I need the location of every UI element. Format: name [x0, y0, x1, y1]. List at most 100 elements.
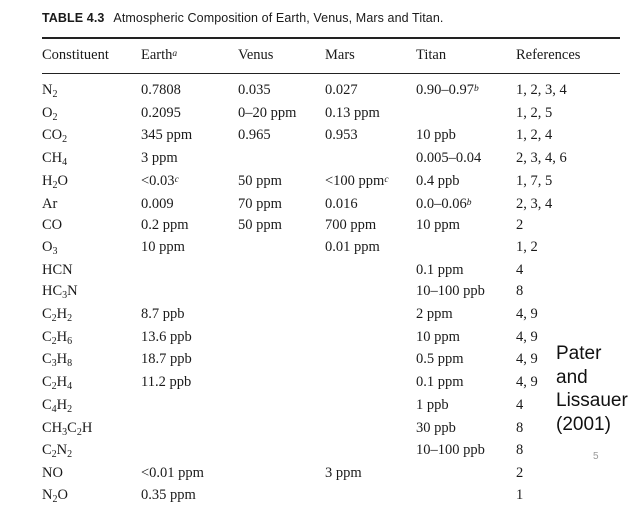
source-credit: Pater and Lissauer (2001) [554, 342, 628, 436]
cell-titan: 0.005–0.04 [416, 150, 482, 167]
table-row: CH4 3 ppm 0.005–0.04 2, 3, 4, 6 [42, 148, 620, 171]
cell-mars: 0.016 [325, 195, 358, 212]
cell-mars: 700 ppm [325, 217, 377, 234]
table-row: C2N2 10–100 ppb 8 [42, 440, 620, 463]
cell-venus: 0.965 [238, 127, 271, 144]
table-row: O3 10 ppm 0.01 ppm 1, 2 [42, 237, 620, 260]
table-row: H2O <0.03c 50 ppm <100 ppmc 0.4 ppb 1, 7, 5 [42, 171, 620, 194]
cell-earth [141, 418, 238, 441]
cell-mars [325, 418, 416, 441]
cell-titan: 30 ppb [416, 419, 456, 436]
cell-titan [416, 463, 516, 485]
table-title: Atmospheric Composition of Earth, Venus,… [113, 11, 444, 25]
cell-titan: 10–100 ppb [416, 442, 485, 459]
cell-references: 4 [516, 396, 524, 413]
cell-mars: 0.01 ppm [325, 238, 380, 255]
table-caption: TABLE 4.3 Atmospheric Composition of Ear… [42, 11, 443, 25]
cell-venus: 50 ppm [238, 217, 282, 234]
cell-references: 4 [516, 261, 524, 278]
table-row: HCN 0.1 ppm 4 [42, 260, 620, 282]
cell-venus [238, 395, 325, 418]
cell-venus [238, 260, 325, 282]
table-body: N2 0.7808 0.035 0.027 0.90–0.97b 1, 2, 3, 4 O2… [42, 80, 620, 507]
cell-titan: 0.5 ppm [416, 351, 464, 368]
cell-constituent: C2H2 [42, 306, 73, 325]
table-row: N2O 0.35 ppm 1 [42, 485, 620, 507]
cell-earth: 10 ppm [141, 238, 185, 255]
cell-earth: 0.009 [141, 195, 174, 212]
cell-titan: 0.0–0.06b [416, 195, 472, 212]
table-row: O2 0.2095 0–20 ppm 0.13 ppm 1, 2, 5 [42, 103, 620, 126]
cell-mars [325, 327, 416, 350]
cell-constituent: H2O [42, 172, 68, 191]
table-row: C3H8 18.7 ppb 0.5 ppm 4, 9 [42, 349, 620, 372]
cell-constituent: C2H6 [42, 328, 73, 347]
cell-earth: <0.03c [141, 172, 179, 189]
table-top-rule [42, 37, 620, 39]
table-row: N2 0.7808 0.035 0.027 0.90–0.97b 1, 2, 3, 4 [42, 80, 620, 103]
composition-table: Constituent Eartha Venus Mars Titan Refe… [42, 45, 620, 507]
cell-mars [325, 281, 416, 304]
cell-references: 2 [516, 464, 524, 481]
cell-venus [238, 463, 325, 485]
cell-references: 8 [516, 442, 524, 459]
table-row: CO2 345 ppm 0.965 0.953 10 ppb 1, 2, 4 [42, 125, 620, 148]
cell-references: 1, 2, 5 [516, 104, 553, 121]
cell-earth: 345 ppm [141, 127, 193, 144]
col-header-constituent: Constituent [42, 47, 109, 63]
cell-mars: <100 ppmc [325, 172, 389, 189]
cell-mars [325, 349, 416, 372]
col-header-earth: Eartha [141, 47, 178, 63]
cell-titan: 0.1 ppm [416, 261, 464, 278]
cell-venus [238, 327, 325, 350]
cell-constituent: C3H8 [42, 351, 73, 370]
col-header-titan: Titan [416, 47, 447, 63]
cell-venus [238, 148, 325, 171]
cell-references: 4, 9 [516, 374, 538, 391]
cell-earth [141, 281, 238, 304]
cell-venus: 70 ppm [238, 195, 282, 212]
cell-mars [325, 372, 416, 395]
cell-venus [238, 418, 325, 441]
cell-constituent: N2 [42, 82, 58, 100]
col-header-references: References [516, 47, 581, 63]
cell-titan [416, 485, 516, 507]
cell-venus [238, 237, 325, 260]
cell-earth [141, 260, 238, 282]
cell-earth: 8.7 ppb [141, 306, 185, 323]
cell-titan: 0.4 ppb [416, 172, 460, 189]
cell-titan: 10–100 ppb [416, 283, 485, 300]
cell-references: 4, 9 [516, 306, 538, 323]
cell-constituent: O3 [42, 238, 58, 257]
cell-earth: 0.2 ppm [141, 217, 189, 234]
cell-earth: 11.2 ppb [141, 374, 192, 391]
cell-venus [238, 349, 325, 372]
cell-venus [238, 304, 325, 327]
cell-mars: 0.13 ppm [325, 104, 380, 121]
cell-references: 4, 9 [516, 328, 538, 345]
credit-line: (2001) [556, 413, 611, 435]
col-header-venus: Venus [238, 47, 274, 63]
cell-constituent: N2O [42, 486, 68, 505]
cell-references: 1, 2, 3, 4 [516, 82, 567, 98]
cell-venus: 0.035 [238, 82, 271, 98]
cell-titan [416, 103, 516, 126]
cell-references: 1, 2 [516, 238, 538, 255]
cell-constituent: NO [42, 464, 63, 481]
cell-venus [238, 372, 325, 395]
cell-venus: 0–20 ppm [238, 104, 297, 121]
cell-constituent: CH4 [42, 150, 68, 169]
cell-references: 4, 9 [516, 351, 538, 368]
cell-references: 2, 3, 4, 6 [516, 150, 567, 167]
cell-titan: 0.1 ppm [416, 374, 464, 391]
table-row: C2H4 11.2 ppb 0.1 ppm 4, 9 [42, 372, 620, 395]
cell-constituent: O2 [42, 104, 58, 123]
cell-earth: <0.01 ppm [141, 464, 204, 481]
cell-earth: 0.35 ppm [141, 486, 196, 503]
table-row: C4H2 1 ppb 4 [42, 395, 620, 418]
cell-mars [325, 485, 416, 507]
slide-number: 5 [593, 451, 599, 462]
cell-venus: 50 ppm [238, 172, 282, 189]
cell-references: 1, 2, 4 [516, 127, 553, 144]
table-row: Ar 0.009 70 ppm 0.016 0.0–0.06b 2, 3, 4 [42, 194, 620, 216]
